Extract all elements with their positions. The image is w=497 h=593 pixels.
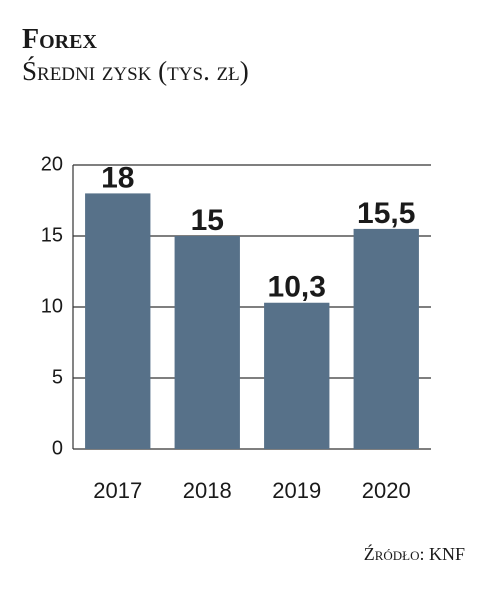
bar — [353, 228, 419, 449]
source: Źródło: KNF — [364, 543, 465, 564]
bar — [85, 193, 151, 449]
y-tick-label: 10 — [41, 295, 63, 317]
y-tick-label: 5 — [52, 366, 63, 388]
x-tick-label: 2020 — [362, 478, 411, 503]
value-label: 18 — [101, 161, 134, 194]
x-tick-label: 2018 — [183, 478, 232, 503]
value-label: 10,3 — [268, 271, 326, 304]
chart-subtitle: Średni zysk (tys. zł) — [22, 56, 249, 86]
x-tick-label: 2017 — [93, 478, 142, 503]
x-tick-label: 2019 — [272, 478, 321, 503]
bar — [264, 302, 330, 449]
value-label: 15 — [191, 204, 224, 237]
y-tick-label: 0 — [52, 437, 63, 459]
chart-title: Forex — [22, 24, 97, 55]
bar — [174, 236, 240, 449]
y-tick-label: 20 — [41, 153, 63, 175]
y-tick-label: 15 — [41, 224, 63, 246]
value-label: 15,5 — [357, 197, 415, 230]
